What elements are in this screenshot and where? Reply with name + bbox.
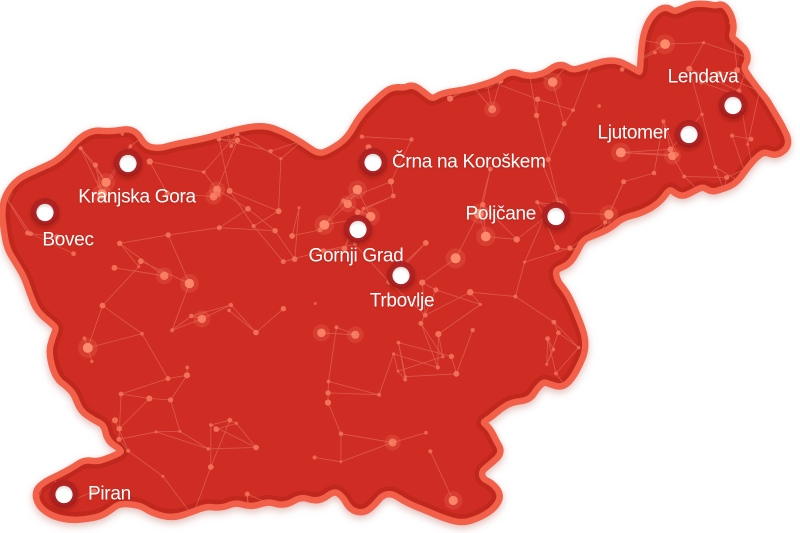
city-group-poljcane: Poljčane: [466, 202, 570, 230]
city-marker-trbovlje[interactable]: [387, 261, 415, 289]
city-group-ljutomer: Ljutomer: [597, 120, 703, 148]
city-label-poljcane: Poljčane: [466, 204, 536, 225]
city-group-trbovlje: Trbovlje: [370, 261, 435, 312]
city-marker-kranjska-gora[interactable]: [114, 149, 142, 177]
city-group-crna-na-koroskem: Črna na Koroškem: [359, 148, 546, 176]
city-marker-gornji-grad[interactable]: [344, 215, 372, 243]
city-group-kranjska-gora: Kranjska Gora: [78, 149, 197, 208]
city-label-bovec: Bovec: [42, 230, 93, 251]
city-label-lendava: Lendava: [668, 67, 740, 88]
city-marker-lendava[interactable]: [719, 91, 747, 119]
city-marker-ljutomer[interactable]: [675, 120, 703, 148]
city-label-piran: Piran: [88, 484, 131, 505]
city-marker-piran[interactable]: [50, 480, 78, 508]
city-group-lendava: Lendava: [668, 67, 747, 119]
city-markers-layer: Lendava Ljutomer Črna na Koroškem Poljčane K…: [31, 67, 747, 508]
city-marker-poljcane[interactable]: [542, 202, 570, 230]
city-label-crna-na-koroskem: Črna na Koroškem: [392, 151, 546, 173]
city-marker-crna-na-koroskem[interactable]: [359, 148, 387, 176]
city-group-piran: Piran: [50, 480, 131, 508]
city-group-bovec: Bovec: [31, 198, 94, 251]
city-label-trbovlje: Trbovlje: [370, 291, 434, 312]
city-marker-bovec[interactable]: [31, 198, 59, 226]
city-group-gornji-grad: Gornji Grad: [309, 215, 404, 267]
city-label-kranjska-gora: Kranjska Gora: [78, 187, 196, 208]
city-label-gornji-grad: Gornji Grad: [309, 246, 404, 267]
city-label-ljutomer: Ljutomer: [597, 123, 669, 144]
